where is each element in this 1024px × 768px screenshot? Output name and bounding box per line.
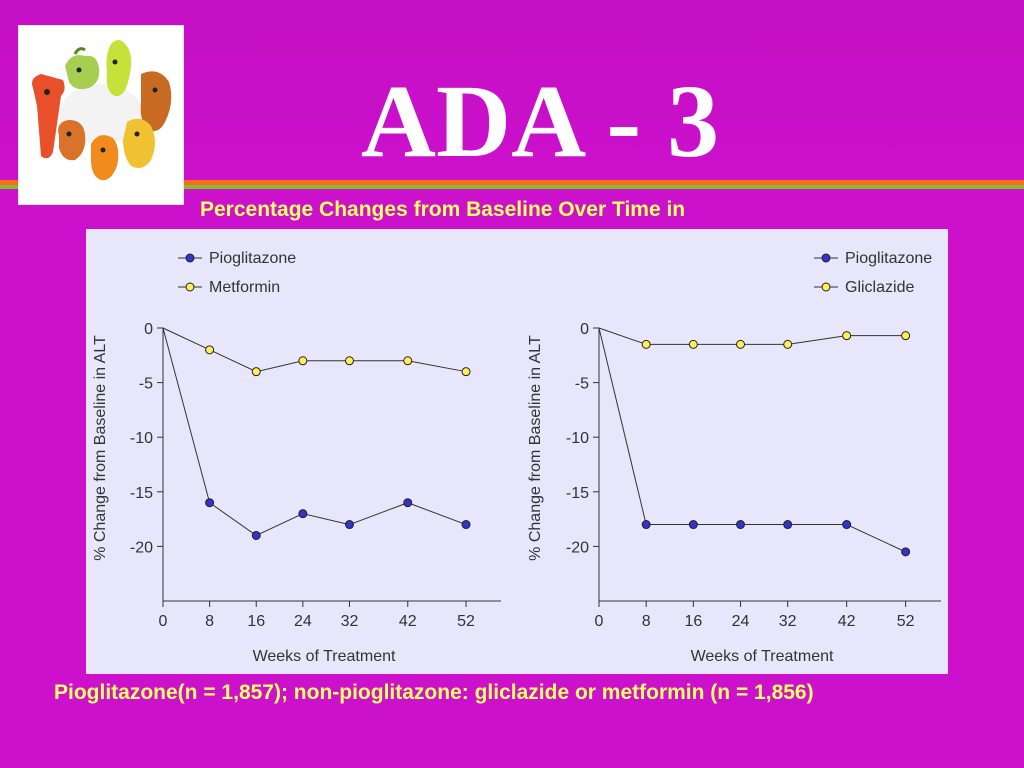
- chart-2-pioglitazone-point: [736, 520, 746, 530]
- chart-1-x-tick-label: 16: [247, 613, 265, 630]
- chart-2-y-tick-label: -5: [575, 376, 589, 393]
- chart-2-y-tick-label: -20: [566, 539, 589, 556]
- chart-1-y-axis-label: % Change from Baseline in ALT: [92, 335, 109, 561]
- chart-1-pioglitazone-point: [344, 520, 354, 530]
- chart-1-x-tick-label: 42: [399, 613, 417, 630]
- chart-2-x-tick-label: 16: [684, 613, 702, 630]
- chart-1-metformin-point: [344, 356, 354, 366]
- chart-2-gliclazide-point: [901, 331, 911, 341]
- chart-1-pioglitazone-point: [205, 498, 215, 508]
- chart-2-x-tick-label: 24: [732, 613, 750, 630]
- chart-2-gliclazide-point: [641, 339, 651, 349]
- chart-2-gliclazide-point: [736, 339, 746, 349]
- chart-2-y-tick-label: 0: [580, 321, 589, 338]
- chart-2-legend-label: Gliclazide: [845, 279, 914, 296]
- chart-1-legend-marker: [185, 253, 195, 263]
- chart-2-pioglitazone-point: [901, 547, 911, 557]
- chart-panel: 0 -5 -10 -15 -20 0 8 16 24 32 42 52 Weeks of Treatme…: [86, 229, 948, 674]
- chart-2-pioglitazone-point: [783, 520, 793, 530]
- chart-2-y-tick-label: -10: [566, 430, 589, 447]
- slide-subtitle: Percentage Changes from Baseline Over Ti…: [200, 198, 686, 221]
- chart-1-y-tick-label: -15: [130, 485, 153, 502]
- chart-1-pioglitazone-point: [461, 520, 471, 530]
- chart-1-pioglitazone-point: [298, 509, 308, 519]
- chart-2-legend-label: Pioglitazone: [845, 250, 932, 267]
- footnote: Pioglitazone(n = 1,857); non-pioglitazon…: [54, 681, 814, 704]
- chart-2-gliclazide-point: [783, 339, 793, 349]
- chart-2-x-tick-label: 8: [642, 613, 651, 630]
- chart-1-y-tick-label: -20: [130, 539, 153, 556]
- chart-1-legend-label: Pioglitazone: [209, 250, 296, 267]
- chart-2-x-tick-label: 42: [838, 613, 856, 630]
- chart-2-gliclazide-point: [842, 331, 852, 341]
- chart-2-legend-marker: [821, 282, 831, 292]
- chart-1-x-tick-label: 52: [457, 613, 475, 630]
- chart-1-y-tick-label: -10: [130, 430, 153, 447]
- chart-2-x-tick-label: 52: [897, 613, 915, 630]
- chart-1-y-tick-label: -5: [139, 376, 153, 393]
- chart-1-metformin-point: [298, 356, 308, 366]
- chart-1-metformin-point: [403, 356, 413, 366]
- chart-1-x-tick-label: 0: [159, 613, 168, 630]
- chart-2-pioglitazone-point: [641, 520, 651, 530]
- chart-1-x-tick-label: 8: [205, 613, 214, 630]
- chart-1-x-tick-label: 24: [294, 613, 312, 630]
- chart-2-y-axis-label: % Change from Baseline in ALT: [527, 335, 544, 561]
- chart-2-gliclazide-point: [688, 339, 698, 349]
- chart-1-pioglitazone-point: [251, 530, 261, 540]
- chart-2-x-tick-label: 0: [595, 613, 604, 630]
- chart-2-pioglitazone-point: [688, 520, 698, 530]
- chart-1-metformin-point: [205, 345, 215, 355]
- vegetable-characters-icon: [32, 40, 172, 181]
- chart-1-metformin-point: [461, 367, 471, 377]
- divider-green: [0, 185, 1024, 189]
- divider-orange: [0, 180, 1024, 185]
- chart-1-metformin-point: [251, 367, 261, 377]
- chart-2-pioglitazone-line: [598, 327, 906, 553]
- chart-2-legend-marker: [821, 253, 831, 263]
- chart-1-x-axis-label: Weeks of Treatment: [253, 648, 396, 665]
- vegetable-characters-logo: [18, 25, 184, 205]
- chart-1-pioglitazone-point: [403, 498, 413, 508]
- chart-2-y-tick-label: -15: [566, 485, 589, 502]
- chart-1-y-tick-label: 0: [144, 321, 153, 338]
- chart-2-x-tick-label: 32: [779, 613, 797, 630]
- chart-canvas: 0 -5 -10 -15 -20 0 8 16 24 32 42 52 Weeks of Treatme…: [92, 250, 941, 665]
- chart-1-legend-marker: [185, 282, 195, 292]
- slide-title: ADA - 3: [360, 64, 720, 179]
- chart-2-pioglitazone-point: [842, 520, 852, 530]
- chart-1-x-tick-label: 32: [341, 613, 359, 630]
- chart-1-legend-label: Metformin: [209, 279, 280, 296]
- chart-2-x-axis-label: Weeks of Treatment: [691, 648, 834, 665]
